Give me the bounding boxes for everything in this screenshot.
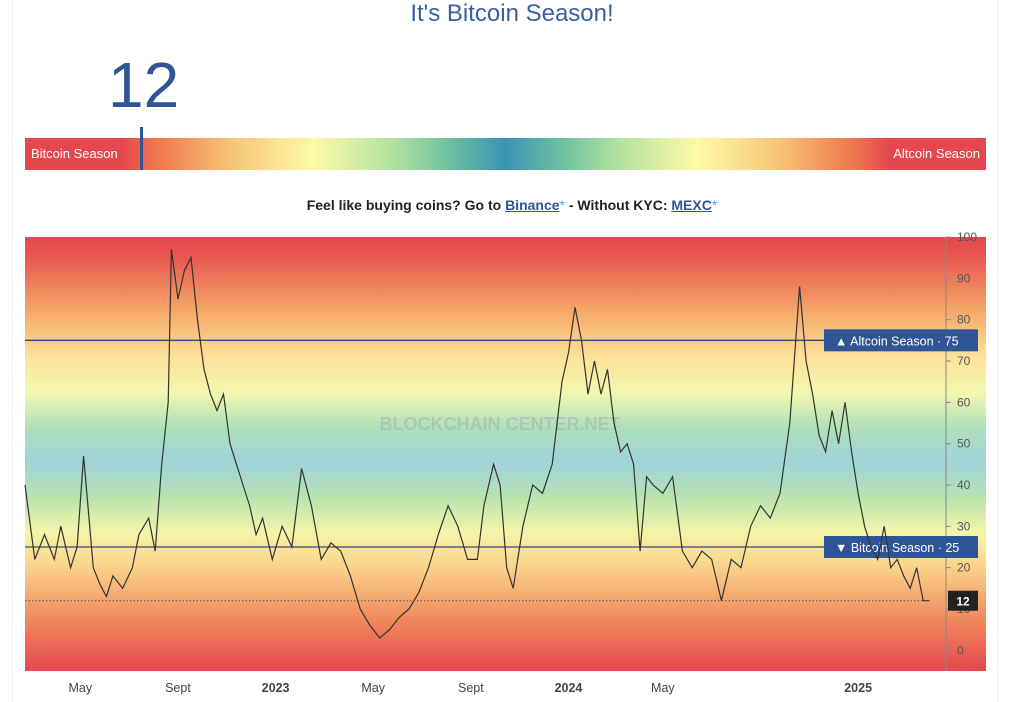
reference-label-box [824,536,978,558]
x-tick-label: 2023 [262,681,290,695]
season-gauge: Bitcoin Season Altcoin Season [25,138,986,170]
current-value-box [948,590,978,611]
page-title: It's Bitcoin Season! [410,0,614,27]
x-tick-label: Sept [165,681,191,695]
current-value-marker: 12 [25,590,978,611]
mexc-star: * [711,197,718,213]
y-tick-label: 90 [957,271,971,285]
gauge-right-label: Altcoin Season [893,146,980,161]
promo-text-before: Feel like buying coins? Go to [306,197,506,213]
x-tick-label: Sept [458,681,484,695]
gauge-left-label: Bitcoin Season [31,146,118,161]
y-tick-label: 50 [957,437,971,451]
current-value-label: 12 [956,595,970,609]
promo-line: Feel like buying coins? Go to Binance* -… [0,197,1024,213]
y-tick-label: 20 [957,561,971,575]
y-tick-label: 30 [957,519,971,533]
y-tick-label: 40 [957,478,971,492]
x-tick-label: May [361,681,385,695]
reference-label: ▼ Bitcoin Season · 25 [835,541,959,555]
binance-link[interactable]: Binance [505,197,560,213]
mexc-link[interactable]: MEXC [671,197,712,213]
x-tick-label: 2025 [844,681,872,695]
promo-text-middle: - Without KYC: [564,197,672,213]
binance-star: * [559,197,565,213]
x-tick-label: 2024 [555,681,583,695]
series-line [24,249,930,639]
chart-background [25,237,986,671]
reference-lines: ▲ Altcoin Season · 75 ▼ Bitcoin Season · … [25,329,978,558]
chart-watermark: BLOCKCHAIN CENTER.NET [380,414,621,434]
x-tick-label: May [651,681,675,695]
reference-label: ▲ Altcoin Season · 75 [835,334,959,348]
y-tick-label: 70 [957,354,971,368]
y-tick-label: 60 [957,395,971,409]
y-tick-label: 0 [957,643,964,657]
x-axis: May Sept 2023 May Sept 2024 May 2025 [69,681,873,695]
content-card [12,0,998,702]
x-tick-label: May [69,681,93,695]
season-index-value: 12 [108,49,180,121]
reference-label-box [824,329,978,352]
gauge-marker [140,127,143,170]
y-tick-label: 80 [957,313,971,327]
y-tick-label: 100 [957,230,977,244]
